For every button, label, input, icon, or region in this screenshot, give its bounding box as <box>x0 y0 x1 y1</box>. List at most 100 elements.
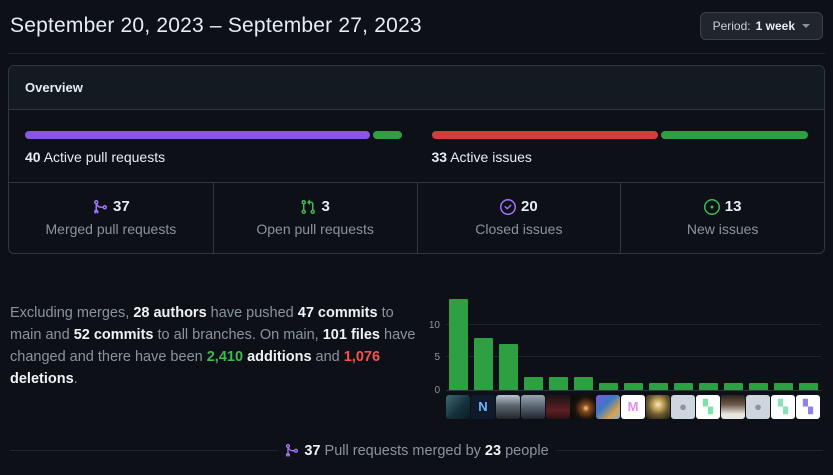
git-pull-request-icon <box>301 199 316 214</box>
text-segment: 101 files <box>322 326 380 343</box>
stat-value: 3 <box>321 198 330 215</box>
text-segment: additions <box>247 348 312 365</box>
author-avatar-8[interactable]: M <box>621 394 645 419</box>
period-prefix-label: Period: <box>712 19 751 33</box>
author-avatar-7[interactable] <box>596 394 620 419</box>
avatar-glyph: ● <box>679 399 687 414</box>
page-header: September 20, 2023 – September 27, 2023 … <box>8 0 825 54</box>
text-segment: have pushed <box>206 304 298 321</box>
active-pull-requests-block: 40 Active pull requests <box>25 131 402 165</box>
commit-bar-10 <box>674 382 693 390</box>
overview-stats-row: 37 Merged pull requests 3 Open pull requ… <box>9 182 824 253</box>
period-dropdown-button[interactable]: Period: 1 week <box>699 12 823 40</box>
commit-bar-5 <box>549 376 568 390</box>
new-issues-segment <box>660 131 808 139</box>
text-segment: 47 commits <box>297 304 378 321</box>
avatar-glyph: ▚ <box>703 399 713 414</box>
author-avatar-2[interactable]: N <box>471 394 495 419</box>
text-segment: 52 commits <box>73 326 154 343</box>
pull-requests-progress-bar <box>25 131 402 139</box>
text-segment: have changed and there have been <box>10 326 416 365</box>
y-axis-tick-label: 0 <box>434 384 440 396</box>
chart-plot-area: 0 5 10 <box>429 296 821 396</box>
author-avatar-1[interactable] <box>446 394 470 419</box>
page-title: September 20, 2023 – September 27, 2023 <box>10 14 422 37</box>
avatar-glyph: ▚ <box>803 399 813 414</box>
commit-bar-13 <box>749 382 768 390</box>
commit-bar-3 <box>499 343 518 390</box>
author-avatar-9[interactable] <box>646 394 670 419</box>
commit-bar-14 <box>774 382 793 390</box>
stat-value: 37 <box>113 198 130 215</box>
merged-pr-segment <box>25 131 371 139</box>
gridline <box>446 323 821 325</box>
text-segment: 1,076 <box>343 348 381 365</box>
author-avatar-12[interactable] <box>721 394 745 419</box>
issue-closed-icon <box>500 198 517 215</box>
text-segment: to all branches. On main, <box>153 326 323 343</box>
commit-bar-9 <box>649 382 668 390</box>
author-avatar-11[interactable]: ▚ <box>696 394 720 419</box>
text-segment: and <box>311 348 344 365</box>
text-segment: 37 <box>304 442 321 459</box>
commit-bar-2 <box>474 337 493 390</box>
y-axis-tick-label: 5 <box>434 352 440 363</box>
avatar-glyph: M <box>627 399 639 414</box>
text-segment: Excluding merges, <box>10 304 134 321</box>
active-pull-requests-label: 40 Active pull requests <box>25 149 166 165</box>
git-merge-icon <box>94 199 108 214</box>
stat-new-issues: 13 New issues <box>620 183 824 253</box>
author-avatar-10[interactable]: ● <box>671 394 695 419</box>
stat-open-pull-requests: 3 Open pull requests <box>212 183 417 253</box>
text-segment: people <box>501 442 549 459</box>
bars-container <box>446 298 821 390</box>
text-segment: 2,410 <box>206 348 244 365</box>
overview-title: Overview <box>25 80 83 95</box>
merged-by-footer: 37 Pull requests merged by 23 people <box>8 443 825 459</box>
author-avatar-15[interactable]: ▚ <box>796 394 820 419</box>
stat-value: 20 <box>521 198 538 215</box>
commit-bar-12 <box>724 382 743 390</box>
period-value: 1 week <box>755 19 795 33</box>
commit-bar-8 <box>624 382 643 390</box>
commit-bar-11 <box>699 382 718 390</box>
merged-by-text: 37 Pull requests merged by 23 people <box>284 442 549 459</box>
gridline <box>446 356 821 357</box>
stat-label: Merged pull requests <box>45 220 177 237</box>
commit-summary-text: Excluding merges, 28 authors have pushed… <box>10 294 418 419</box>
stat-merged-pull-requests: 37 Merged pull requests <box>9 183 213 253</box>
author-avatars-row: N M ● ▚ ● ▚ ▚ <box>446 394 823 419</box>
stat-label: Closed issues <box>475 220 563 237</box>
closed-issues-segment <box>431 131 658 139</box>
chevron-down-icon <box>802 24 810 28</box>
commit-bar-15 <box>799 382 818 390</box>
author-avatar-13[interactable]: ● <box>746 394 770 419</box>
avatar-glyph: ▚ <box>778 399 788 414</box>
overview-progress-section: 40 Active pull requests 33 Active issues <box>9 110 824 182</box>
stat-label: New issues <box>686 220 759 237</box>
issue-opened-icon <box>703 198 720 215</box>
commit-bar-1 <box>449 298 468 390</box>
divider-line <box>555 450 823 451</box>
divider-line <box>10 450 278 451</box>
activity-section: Excluding merges, 28 authors have pushed… <box>8 294 825 419</box>
commit-bar-4 <box>524 376 543 390</box>
git-merge-icon <box>286 443 299 458</box>
stat-label: Open pull requests <box>256 220 374 237</box>
stat-value: 13 <box>724 198 742 215</box>
open-pr-segment <box>373 131 402 139</box>
active-issues-label: 33 Active issues <box>431 149 532 165</box>
issues-progress-bar <box>431 131 808 139</box>
text-segment: deletions <box>10 370 74 387</box>
avatar-glyph: N <box>478 399 488 414</box>
author-avatar-3[interactable] <box>496 394 520 419</box>
author-avatar-6[interactable] <box>571 394 595 419</box>
text-segment: 28 authors <box>133 304 207 321</box>
text-segment: . <box>73 370 78 387</box>
active-issues-block: 33 Active issues <box>431 131 808 165</box>
author-avatar-14[interactable]: ▚ <box>771 394 795 419</box>
commit-bar-6 <box>574 376 593 390</box>
stat-closed-issues: 20 Closed issues <box>416 183 621 253</box>
author-avatar-4[interactable] <box>521 394 545 419</box>
author-avatar-5[interactable] <box>546 394 570 419</box>
